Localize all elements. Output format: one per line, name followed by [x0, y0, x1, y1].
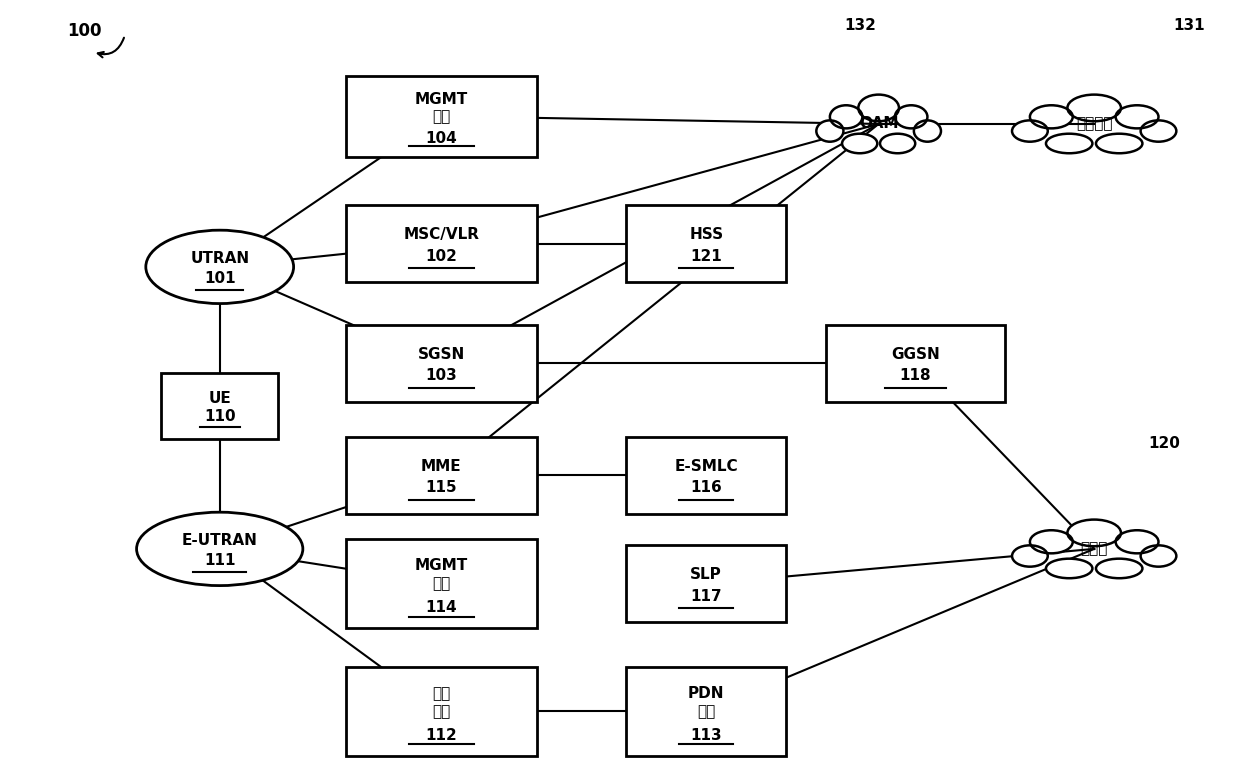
Ellipse shape	[146, 230, 294, 304]
Text: 客户服务: 客户服务	[1076, 116, 1112, 131]
Text: 110: 110	[203, 409, 236, 424]
Text: MME: MME	[422, 458, 461, 474]
Text: 网关: 网关	[433, 704, 450, 719]
Ellipse shape	[1141, 120, 1177, 141]
FancyBboxPatch shape	[626, 545, 786, 622]
Ellipse shape	[1030, 105, 1073, 128]
Text: PDN: PDN	[688, 686, 724, 701]
Text: 网关: 网关	[697, 704, 715, 719]
Text: 115: 115	[425, 480, 458, 495]
Text: 103: 103	[425, 369, 458, 383]
Text: 113: 113	[691, 728, 722, 743]
Text: 接口: 接口	[433, 576, 450, 591]
Text: OAM: OAM	[859, 116, 899, 131]
Ellipse shape	[1068, 95, 1121, 121]
Text: 102: 102	[425, 248, 458, 263]
FancyBboxPatch shape	[161, 373, 278, 439]
Ellipse shape	[1047, 134, 1092, 153]
Ellipse shape	[1047, 558, 1092, 578]
FancyBboxPatch shape	[346, 205, 537, 282]
Text: E-UTRAN: E-UTRAN	[182, 533, 258, 547]
Text: SGSN: SGSN	[418, 347, 465, 362]
Ellipse shape	[1096, 134, 1142, 153]
Ellipse shape	[914, 120, 941, 141]
Text: 117: 117	[691, 589, 722, 604]
Ellipse shape	[895, 105, 928, 128]
Ellipse shape	[1141, 545, 1177, 567]
FancyBboxPatch shape	[346, 667, 537, 755]
Ellipse shape	[1030, 530, 1073, 554]
Text: HSS: HSS	[689, 227, 723, 242]
FancyBboxPatch shape	[346, 325, 537, 402]
FancyBboxPatch shape	[346, 76, 537, 157]
Text: 121: 121	[691, 248, 722, 263]
Ellipse shape	[1096, 558, 1142, 578]
Text: MGMT: MGMT	[415, 92, 467, 108]
Text: 104: 104	[425, 130, 458, 145]
FancyBboxPatch shape	[826, 325, 1004, 402]
Ellipse shape	[1012, 545, 1048, 567]
FancyBboxPatch shape	[626, 667, 786, 755]
Text: 131: 131	[1173, 18, 1205, 34]
Text: SLP: SLP	[691, 567, 722, 582]
Text: MGMT: MGMT	[415, 558, 467, 573]
Ellipse shape	[1116, 530, 1158, 554]
Text: 服务: 服务	[433, 686, 450, 701]
Ellipse shape	[842, 134, 877, 153]
Text: 132: 132	[844, 18, 877, 34]
Text: UE: UE	[208, 390, 231, 405]
Text: GGSN: GGSN	[892, 347, 940, 362]
Text: MSC/VLR: MSC/VLR	[403, 227, 480, 242]
Ellipse shape	[858, 95, 899, 121]
Ellipse shape	[1068, 519, 1121, 546]
Ellipse shape	[1116, 105, 1158, 128]
Ellipse shape	[816, 120, 843, 141]
Ellipse shape	[136, 512, 303, 586]
FancyBboxPatch shape	[346, 539, 537, 628]
Ellipse shape	[830, 105, 862, 128]
Text: 100: 100	[67, 22, 102, 40]
Text: 116: 116	[691, 480, 722, 495]
Text: E-SMLC: E-SMLC	[675, 458, 738, 474]
Text: 118: 118	[900, 369, 931, 383]
Text: 120: 120	[1148, 436, 1180, 451]
FancyBboxPatch shape	[626, 205, 786, 282]
Ellipse shape	[880, 134, 915, 153]
FancyBboxPatch shape	[346, 437, 537, 514]
Text: 112: 112	[425, 728, 458, 743]
Text: 114: 114	[425, 600, 458, 615]
Text: UTRAN: UTRAN	[190, 251, 249, 266]
FancyBboxPatch shape	[626, 437, 786, 514]
Text: 101: 101	[203, 271, 236, 286]
Text: 111: 111	[203, 553, 236, 568]
Text: 接口: 接口	[433, 109, 450, 123]
Text: 互联网: 互联网	[1080, 541, 1107, 556]
Ellipse shape	[1012, 120, 1048, 141]
